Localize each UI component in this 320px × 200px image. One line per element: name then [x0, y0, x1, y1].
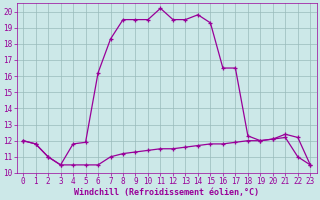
- X-axis label: Windchill (Refroidissement éolien,°C): Windchill (Refroidissement éolien,°C): [74, 188, 259, 197]
